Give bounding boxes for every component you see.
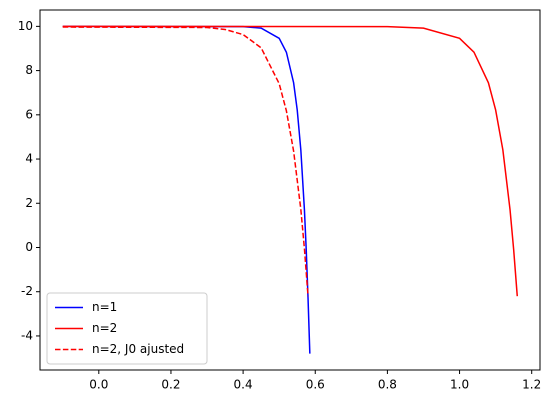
x-tick-label: 0.6 — [306, 378, 325, 392]
legend-box — [46, 292, 208, 365]
y-tick-label: -4 — [21, 328, 33, 342]
line-series — [62, 26, 309, 297]
y-tick-label: 0 — [25, 240, 33, 254]
x-tick-label: 1.2 — [522, 378, 541, 392]
y-tick-label: 2 — [25, 196, 33, 210]
x-tick-label: 0.4 — [234, 378, 253, 392]
plot-frame — [39, 9, 541, 371]
y-tick-label: 4 — [25, 152, 33, 166]
y-tick-label: 10 — [18, 19, 33, 33]
legend-label: n=2, J0 ajusted — [92, 342, 184, 356]
line-series — [62, 25, 519, 297]
x-tick-label: 0.2 — [161, 378, 180, 392]
x-tick-label: 0.0 — [89, 378, 108, 392]
y-tick-label: -2 — [21, 284, 33, 298]
legend-label: n=2 — [92, 321, 117, 335]
line-series — [62, 25, 311, 354]
x-tick-label: 1.0 — [450, 378, 469, 392]
legend-label: n=1 — [92, 300, 117, 314]
y-tick-label: 8 — [25, 63, 33, 77]
x-tick-label: 0.8 — [378, 378, 397, 392]
y-tick-label: 6 — [25, 107, 33, 121]
